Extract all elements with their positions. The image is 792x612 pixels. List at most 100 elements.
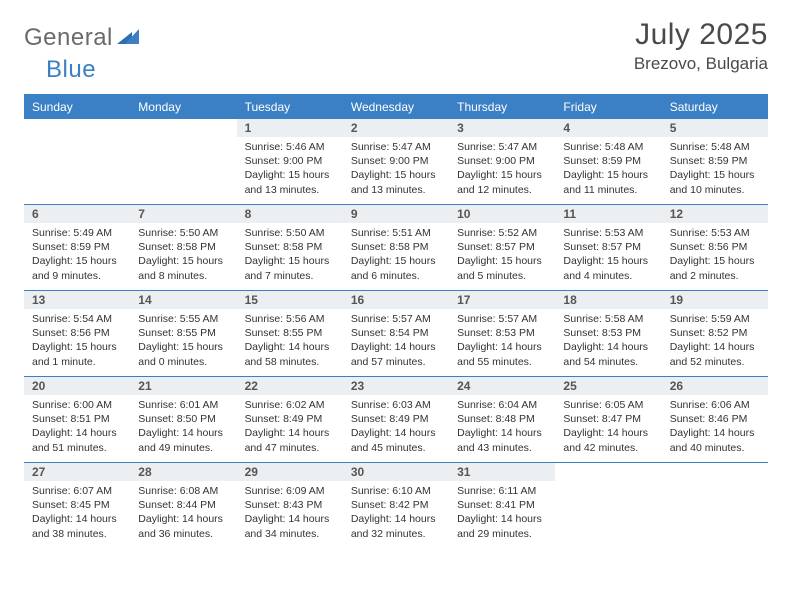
day-number: 19 <box>662 291 768 309</box>
day-number: 17 <box>449 291 555 309</box>
calendar-cell: 28Sunrise: 6:08 AMSunset: 8:44 PMDayligh… <box>130 463 236 549</box>
day-number: 1 <box>237 119 343 137</box>
day-body: Sunrise: 6:11 AMSunset: 8:41 PMDaylight:… <box>449 481 555 547</box>
day-header: Thursday <box>449 95 555 119</box>
day-number: 31 <box>449 463 555 481</box>
day-number: 10 <box>449 205 555 223</box>
day-body: Sunrise: 6:02 AMSunset: 8:49 PMDaylight:… <box>237 395 343 461</box>
day-body: Sunrise: 5:53 AMSunset: 8:56 PMDaylight:… <box>662 223 768 289</box>
calendar-cell: 18Sunrise: 5:58 AMSunset: 8:53 PMDayligh… <box>555 291 661 377</box>
calendar-cell: 26Sunrise: 6:06 AMSunset: 8:46 PMDayligh… <box>662 377 768 463</box>
calendar-cell: 21Sunrise: 6:01 AMSunset: 8:50 PMDayligh… <box>130 377 236 463</box>
calendar-cell: 15Sunrise: 5:56 AMSunset: 8:55 PMDayligh… <box>237 291 343 377</box>
day-body: Sunrise: 5:57 AMSunset: 8:53 PMDaylight:… <box>449 309 555 375</box>
day-number: 22 <box>237 377 343 395</box>
month-title: July 2025 <box>634 18 768 52</box>
brand-word2: Blue <box>46 56 96 84</box>
day-body: Sunrise: 5:53 AMSunset: 8:57 PMDaylight:… <box>555 223 661 289</box>
calendar-cell: 9Sunrise: 5:51 AMSunset: 8:58 PMDaylight… <box>343 205 449 291</box>
day-number: 3 <box>449 119 555 137</box>
calendar-cell: 25Sunrise: 6:05 AMSunset: 8:47 PMDayligh… <box>555 377 661 463</box>
day-number: 13 <box>24 291 130 309</box>
calendar-cell: 2Sunrise: 5:47 AMSunset: 9:00 PMDaylight… <box>343 119 449 205</box>
day-body: Sunrise: 5:56 AMSunset: 8:55 PMDaylight:… <box>237 309 343 375</box>
calendar-cell: 31Sunrise: 6:11 AMSunset: 8:41 PMDayligh… <box>449 463 555 549</box>
day-number: 2 <box>343 119 449 137</box>
calendar-cell: 12Sunrise: 5:53 AMSunset: 8:56 PMDayligh… <box>662 205 768 291</box>
day-body: Sunrise: 5:55 AMSunset: 8:55 PMDaylight:… <box>130 309 236 375</box>
day-body: Sunrise: 6:00 AMSunset: 8:51 PMDaylight:… <box>24 395 130 461</box>
calendar-row: 27Sunrise: 6:07 AMSunset: 8:45 PMDayligh… <box>24 463 768 549</box>
day-number: 11 <box>555 205 661 223</box>
calendar-cell: 16Sunrise: 5:57 AMSunset: 8:54 PMDayligh… <box>343 291 449 377</box>
day-header: Monday <box>130 95 236 119</box>
day-header: Friday <box>555 95 661 119</box>
calendar-cell-empty <box>662 463 768 549</box>
calendar-cell: 8Sunrise: 5:50 AMSunset: 8:58 PMDaylight… <box>237 205 343 291</box>
day-body: Sunrise: 5:54 AMSunset: 8:56 PMDaylight:… <box>24 309 130 375</box>
location: Brezovo, Bulgaria <box>634 54 768 74</box>
day-header: Sunday <box>24 95 130 119</box>
calendar-cell: 30Sunrise: 6:10 AMSunset: 8:42 PMDayligh… <box>343 463 449 549</box>
calendar-row: 1Sunrise: 5:46 AMSunset: 9:00 PMDaylight… <box>24 119 768 205</box>
day-body: Sunrise: 6:09 AMSunset: 8:43 PMDaylight:… <box>237 481 343 547</box>
day-body: Sunrise: 6:05 AMSunset: 8:47 PMDaylight:… <box>555 395 661 461</box>
day-body: Sunrise: 5:50 AMSunset: 8:58 PMDaylight:… <box>237 223 343 289</box>
calendar-cell: 24Sunrise: 6:04 AMSunset: 8:48 PMDayligh… <box>449 377 555 463</box>
day-body: Sunrise: 5:57 AMSunset: 8:54 PMDaylight:… <box>343 309 449 375</box>
day-number: 8 <box>237 205 343 223</box>
day-body: Sunrise: 5:48 AMSunset: 8:59 PMDaylight:… <box>662 137 768 203</box>
day-body: Sunrise: 6:04 AMSunset: 8:48 PMDaylight:… <box>449 395 555 461</box>
calendar-cell: 14Sunrise: 5:55 AMSunset: 8:55 PMDayligh… <box>130 291 236 377</box>
day-number: 4 <box>555 119 661 137</box>
calendar-cell: 5Sunrise: 5:48 AMSunset: 8:59 PMDaylight… <box>662 119 768 205</box>
day-number: 25 <box>555 377 661 395</box>
day-number: 9 <box>343 205 449 223</box>
day-body: Sunrise: 5:59 AMSunset: 8:52 PMDaylight:… <box>662 309 768 375</box>
calendar-cell: 13Sunrise: 5:54 AMSunset: 8:56 PMDayligh… <box>24 291 130 377</box>
day-number: 5 <box>662 119 768 137</box>
calendar-cell-empty <box>24 119 130 205</box>
calendar-row: 13Sunrise: 5:54 AMSunset: 8:56 PMDayligh… <box>24 291 768 377</box>
calendar-cell: 23Sunrise: 6:03 AMSunset: 8:49 PMDayligh… <box>343 377 449 463</box>
day-number: 28 <box>130 463 236 481</box>
day-body: Sunrise: 5:52 AMSunset: 8:57 PMDaylight:… <box>449 223 555 289</box>
day-body: Sunrise: 6:01 AMSunset: 8:50 PMDaylight:… <box>130 395 236 461</box>
brand-mark-icon <box>117 27 139 50</box>
title-block: July 2025 Brezovo, Bulgaria <box>634 18 768 74</box>
calendar-header-row: SundayMondayTuesdayWednesdayThursdayFrid… <box>24 95 768 119</box>
day-header: Tuesday <box>237 95 343 119</box>
day-body: Sunrise: 5:46 AMSunset: 9:00 PMDaylight:… <box>237 137 343 203</box>
day-body: Sunrise: 5:49 AMSunset: 8:59 PMDaylight:… <box>24 223 130 289</box>
day-body: Sunrise: 5:50 AMSunset: 8:58 PMDaylight:… <box>130 223 236 289</box>
calendar-cell: 20Sunrise: 6:00 AMSunset: 8:51 PMDayligh… <box>24 377 130 463</box>
calendar-row: 20Sunrise: 6:00 AMSunset: 8:51 PMDayligh… <box>24 377 768 463</box>
day-number: 7 <box>130 205 236 223</box>
calendar-cell: 1Sunrise: 5:46 AMSunset: 9:00 PMDaylight… <box>237 119 343 205</box>
calendar-cell: 6Sunrise: 5:49 AMSunset: 8:59 PMDaylight… <box>24 205 130 291</box>
calendar-cell: 4Sunrise: 5:48 AMSunset: 8:59 PMDaylight… <box>555 119 661 205</box>
calendar-row: 6Sunrise: 5:49 AMSunset: 8:59 PMDaylight… <box>24 205 768 291</box>
day-number: 14 <box>130 291 236 309</box>
brand-word1: General <box>24 24 113 52</box>
day-number: 26 <box>662 377 768 395</box>
day-number: 20 <box>24 377 130 395</box>
calendar-cell-empty <box>555 463 661 549</box>
calendar-cell: 22Sunrise: 6:02 AMSunset: 8:49 PMDayligh… <box>237 377 343 463</box>
calendar-table: SundayMondayTuesdayWednesdayThursdayFrid… <box>24 94 768 549</box>
day-body: Sunrise: 6:03 AMSunset: 8:49 PMDaylight:… <box>343 395 449 461</box>
day-header: Saturday <box>662 95 768 119</box>
day-number: 27 <box>24 463 130 481</box>
calendar-body: 1Sunrise: 5:46 AMSunset: 9:00 PMDaylight… <box>24 119 768 549</box>
brand-logo: General <box>24 18 141 52</box>
day-number: 15 <box>237 291 343 309</box>
day-body: Sunrise: 6:10 AMSunset: 8:42 PMDaylight:… <box>343 481 449 547</box>
day-body: Sunrise: 5:47 AMSunset: 9:00 PMDaylight:… <box>343 137 449 203</box>
day-header: Wednesday <box>343 95 449 119</box>
day-body: Sunrise: 5:51 AMSunset: 8:58 PMDaylight:… <box>343 223 449 289</box>
calendar-cell: 7Sunrise: 5:50 AMSunset: 8:58 PMDaylight… <box>130 205 236 291</box>
calendar-cell: 10Sunrise: 5:52 AMSunset: 8:57 PMDayligh… <box>449 205 555 291</box>
calendar-cell: 11Sunrise: 5:53 AMSunset: 8:57 PMDayligh… <box>555 205 661 291</box>
day-body: Sunrise: 5:47 AMSunset: 9:00 PMDaylight:… <box>449 137 555 203</box>
calendar-cell: 3Sunrise: 5:47 AMSunset: 9:00 PMDaylight… <box>449 119 555 205</box>
